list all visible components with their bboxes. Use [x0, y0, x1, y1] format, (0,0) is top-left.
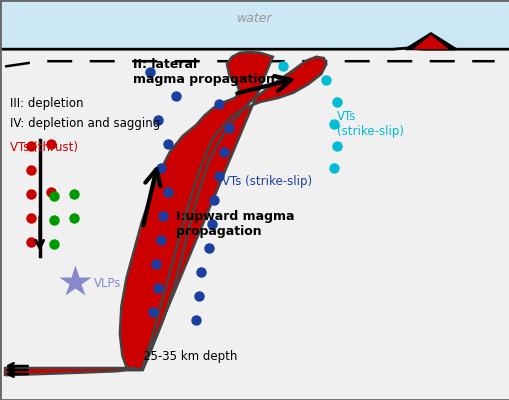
Text: VTs (thrust): VTs (thrust)	[10, 142, 78, 154]
Text: III: depletion: III: depletion	[10, 98, 83, 110]
Text: I:upward magma
propagation: I:upward magma propagation	[176, 210, 294, 238]
Text: VTs (strike-slip): VTs (strike-slip)	[221, 176, 312, 188]
Text: VLPs: VLPs	[94, 277, 122, 290]
Polygon shape	[412, 35, 448, 49]
FancyBboxPatch shape	[0, 0, 509, 50]
FancyBboxPatch shape	[0, 50, 509, 400]
Text: II: lateral
magma propagation: II: lateral magma propagation	[132, 58, 274, 86]
Text: water: water	[237, 12, 272, 24]
Polygon shape	[405, 33, 456, 49]
Text: 25-35 km depth: 25-35 km depth	[143, 350, 237, 363]
Text: VTs
(strike-slip): VTs (strike-slip)	[336, 110, 403, 138]
Text: IV: depletion and sagging: IV: depletion and sagging	[10, 118, 160, 130]
Polygon shape	[5, 368, 143, 376]
Polygon shape	[120, 52, 326, 370]
